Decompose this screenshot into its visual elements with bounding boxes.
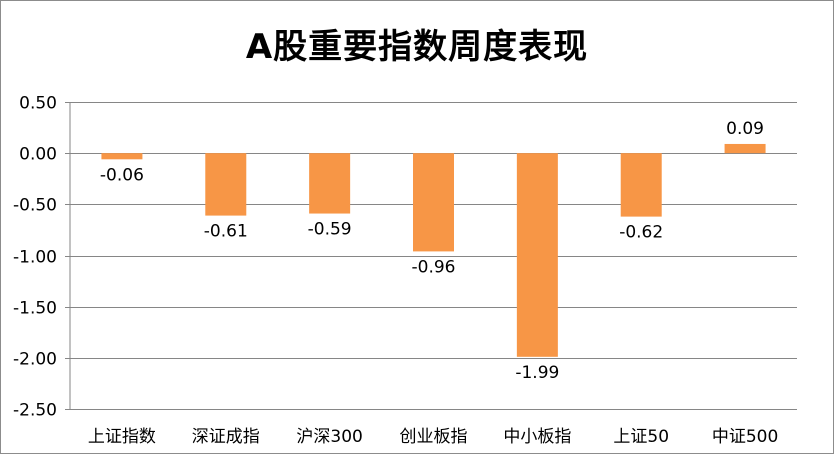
x-category-label: 中证500	[712, 427, 778, 447]
bars	[101, 143, 766, 357]
y-tick-label: 0.00	[19, 145, 57, 165]
x-category-label: 上证指数	[88, 427, 156, 447]
data-label: -0.06	[100, 165, 144, 185]
bar	[205, 153, 247, 216]
chart-title: A股重要指数周度表现	[245, 27, 589, 67]
bar	[724, 143, 766, 154]
x-category-label: 创业板指	[400, 427, 468, 447]
bar	[516, 153, 558, 357]
bar	[620, 153, 662, 217]
gridlines	[65, 102, 797, 410]
x-category-label: 中小板指	[503, 427, 571, 447]
data-label: -0.62	[619, 223, 663, 243]
y-tick-label: -1.00	[13, 248, 57, 268]
y-tick-label: -0.50	[13, 196, 57, 216]
x-category-label: 深证成指	[192, 427, 260, 447]
bar	[413, 153, 454, 252]
x-category-label: 上证50	[613, 427, 669, 447]
bar	[309, 153, 351, 214]
y-tick-label: -2.00	[13, 350, 57, 370]
x-category-label: 沪深300	[296, 427, 362, 447]
y-tick-label: 0.50	[19, 94, 57, 114]
data-label: -1.99	[515, 363, 559, 383]
bar	[101, 153, 143, 160]
x-axis-categories: 上证指数 深证成指 沪深300 创业板指 中小板指 上证50 中证500	[88, 427, 778, 447]
y-axis-ticks: 0.50 0.00 -0.50 -1.00 -1.50 -2.00 -2.50	[13, 94, 57, 421]
y-tick-label: -2.50	[13, 401, 57, 421]
data-label: 0.09	[726, 119, 764, 139]
y-tick-label: -1.50	[13, 299, 57, 319]
data-label: -0.61	[204, 222, 248, 242]
data-label: -0.96	[412, 257, 456, 277]
data-labels: -0.06 -0.61 -0.59 -0.96 -1.99 -0.62 0.09	[100, 119, 764, 383]
data-label: -0.59	[308, 220, 352, 240]
